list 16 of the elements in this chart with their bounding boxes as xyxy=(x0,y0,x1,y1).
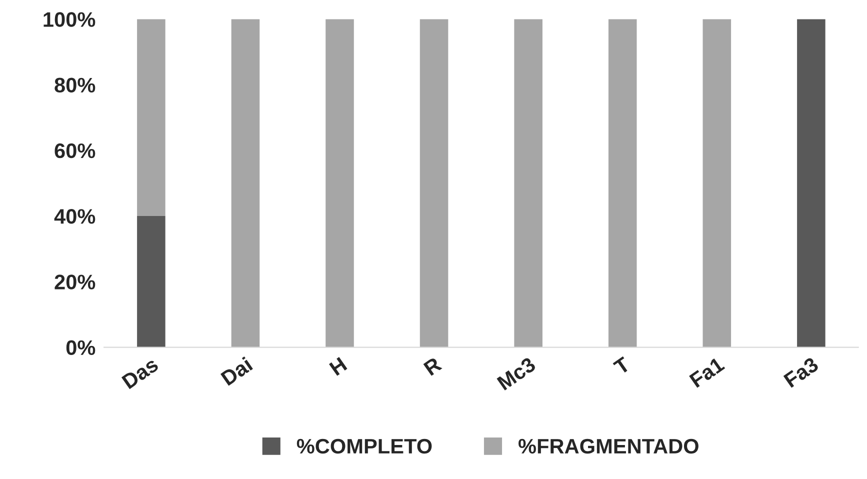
y-tick-label: 0% xyxy=(66,340,96,356)
x-tick-label: Fa1 xyxy=(689,356,726,388)
y-tick-label: 40% xyxy=(54,209,96,224)
y-tick-label: 80% xyxy=(54,78,96,93)
legend-label: %COMPLETO xyxy=(296,438,432,454)
x-tick-label: Mc3 xyxy=(496,356,537,391)
x-tick-label: Dai xyxy=(220,356,254,386)
y-tick-label: 100% xyxy=(44,12,96,27)
y-tick-label: 20% xyxy=(54,274,96,290)
y-tick-label: 60% xyxy=(54,143,96,158)
x-tick-label: R xyxy=(423,356,442,376)
x-tick-label: Fa3 xyxy=(783,356,820,388)
x-tick-label: H xyxy=(329,357,348,376)
x-tick-label: Das xyxy=(121,356,160,390)
x-tick-label: T xyxy=(612,356,632,376)
legend-label: %FRAGMENTADO xyxy=(518,438,698,454)
